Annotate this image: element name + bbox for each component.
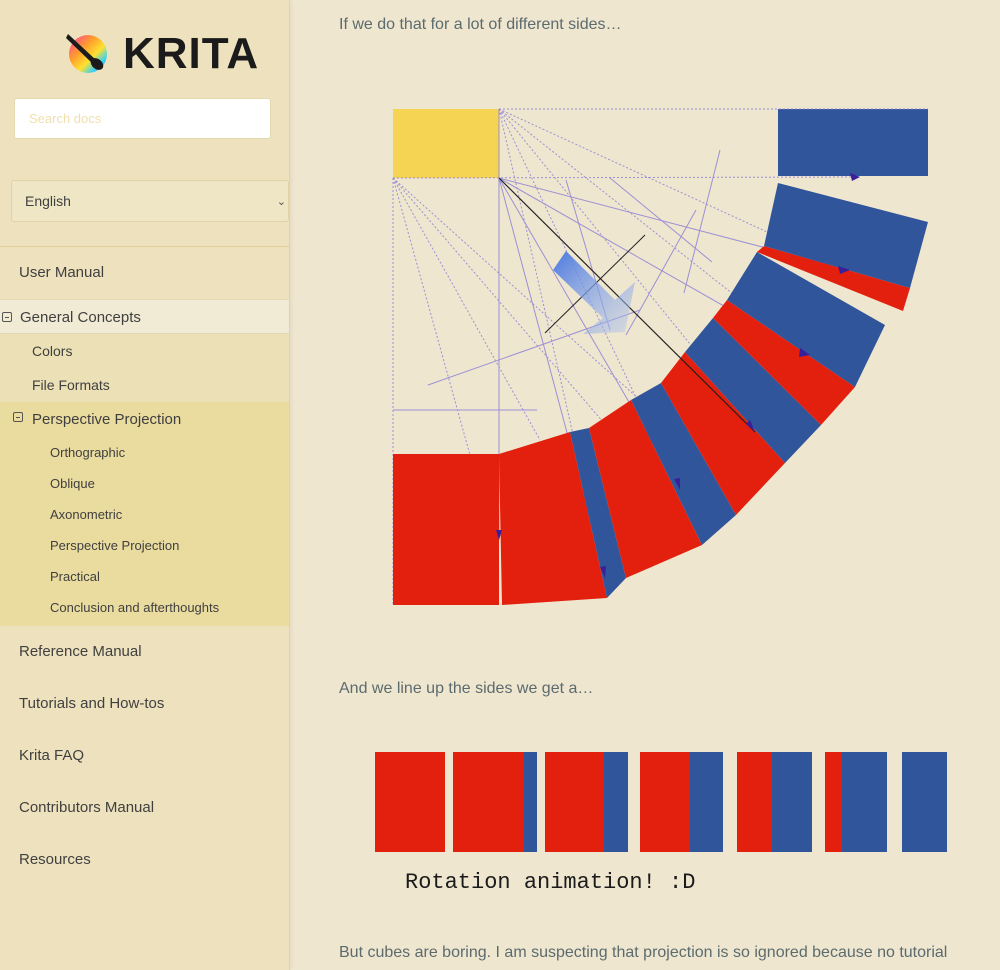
side-red-3 <box>589 400 702 578</box>
construction-lines <box>392 108 928 605</box>
side-blue-4 <box>685 318 821 463</box>
paragraph: And we line up the sides we get a… <box>339 680 594 697</box>
main-content: If we do that for a lot of different sid… <box>290 0 1000 970</box>
side-red-6 <box>757 246 910 311</box>
frame-6-red <box>825 752 842 852</box>
krita-logo-icon <box>66 34 107 73</box>
nav-item-orthographic[interactable]: Orthographic <box>50 445 126 460</box>
top-face <box>393 109 499 178</box>
nav-item-colors[interactable]: Colors <box>32 343 73 359</box>
side-blue-3 <box>631 383 736 545</box>
language-select[interactable]: English ⌄ <box>11 180 289 222</box>
nav-item-user-manual[interactable]: User Manual <box>19 264 105 281</box>
side-red-5 <box>713 300 855 425</box>
frame-1 <box>375 752 445 852</box>
blue-face <box>778 109 928 176</box>
frame-3-blue <box>604 752 628 852</box>
nav-item-perspective-projection[interactable]: Perspective Projection <box>0 402 289 437</box>
sidebar-nav: User Manual General Concepts Colors File… <box>0 247 289 886</box>
rotation-strip: Rotation animation! :D <box>375 752 947 895</box>
sidebar-divider <box>0 246 289 247</box>
frame-2-blue <box>524 752 537 852</box>
rotation-arrow <box>553 251 635 334</box>
rotation-diagram <box>392 108 928 605</box>
nav-item-conclusion[interactable]: Conclusion and afterthoughts <box>50 600 220 615</box>
nav-label-perspective-projection: Perspective Projection <box>32 411 182 428</box>
nav-item-contributors[interactable]: Contributors Manual <box>19 799 155 816</box>
frame-7 <box>902 752 947 852</box>
search-input[interactable] <box>14 98 271 139</box>
frame-5-blue <box>772 752 812 852</box>
side-red-4 <box>661 352 785 515</box>
nav-item-faq[interactable]: Krita FAQ <box>19 747 85 764</box>
brand-name: KRITA <box>123 29 260 78</box>
frame-4-blue <box>690 752 723 852</box>
nav-item-practical[interactable]: Practical <box>50 569 100 584</box>
side-red-1 <box>393 454 499 605</box>
figure-caption: Rotation animation! :D <box>405 870 695 895</box>
nav-item-resources[interactable]: Resources <box>19 851 91 868</box>
nav-item-tutorials[interactable]: Tutorials and How-tos <box>19 695 165 712</box>
krita-logo[interactable]: KRITA <box>66 30 258 80</box>
general-concepts-children: Colors File Formats Perspective Projecti… <box>0 334 289 626</box>
paragraph: If we do that for a lot of different sid… <box>339 16 622 33</box>
perspective-projection-group: Perspective Projection Orthographic Obli… <box>0 402 289 626</box>
nav-item-oblique[interactable]: Oblique <box>50 476 95 491</box>
nav-item-reference-manual[interactable]: Reference Manual <box>19 643 142 660</box>
side-blue-5 <box>727 252 885 387</box>
frame-5-red <box>737 752 772 852</box>
nav-item-perspective-projection-sub[interactable]: Perspective Projection <box>50 538 180 553</box>
sidebar: KRITA English ⌄ User Manual General Conc… <box>0 0 290 970</box>
nav-label-general-concepts: General Concepts <box>20 309 141 326</box>
frame-3-red <box>545 752 604 852</box>
chevron-down-icon: ⌄ <box>276 196 286 208</box>
paragraph: But cubes are boring. I am suspecting th… <box>339 944 948 961</box>
side-blue-6 <box>764 183 928 288</box>
arrowheads <box>496 173 860 578</box>
collapse-icon[interactable] <box>13 412 23 422</box>
collapse-icon[interactable] <box>2 312 12 322</box>
language-selected-value: English <box>25 193 71 209</box>
side-blue-2 <box>570 428 626 598</box>
side-red-2 <box>499 432 607 605</box>
frame-6-blue <box>842 752 887 852</box>
nav-item-axonometric[interactable]: Axonometric <box>50 507 123 522</box>
frame-4-red <box>640 752 690 852</box>
frame-2-red <box>453 752 524 852</box>
nav-item-file-formats[interactable]: File Formats <box>32 377 110 393</box>
nav-item-general-concepts[interactable]: General Concepts <box>0 299 289 334</box>
